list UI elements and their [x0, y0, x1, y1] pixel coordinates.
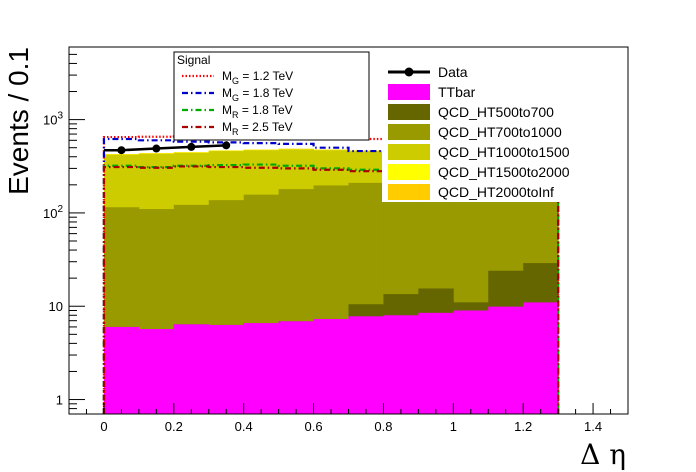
signal-legend-label-3: MR = 2.5 TeV: [222, 120, 293, 137]
x-tick-label: 1: [450, 419, 457, 434]
y-tick-label: 10: [49, 299, 63, 314]
x-axis: 0 0.2 0.4 0.6 0.8 1 1.2 1.4: [68, 403, 612, 434]
data-point-3: [222, 141, 231, 150]
stack-bar-0-9: [418, 312, 454, 414]
stack-bar-0-1: [138, 329, 175, 414]
signal-legend-label-0: MG = 1.2 TeV: [222, 69, 293, 86]
x-tick-label: 0.6: [305, 419, 323, 434]
data-points: [103, 141, 231, 155]
legend-label-3: QCD_HT700to1000: [438, 124, 562, 140]
legend-swatch-6: [388, 184, 430, 200]
y-tick-label: 103: [43, 111, 63, 128]
y-axis: 1 10 102 103: [43, 46, 85, 415]
data-point-2: [187, 142, 196, 151]
legend-swatch-3: [388, 124, 430, 140]
data-line: [121, 144, 227, 152]
x-tick-label: 0.8: [374, 419, 392, 434]
signal-legend-label-2: MR = 1.8 TeV: [222, 103, 293, 120]
stack-bar-0-10: [453, 310, 489, 414]
signal-legend-box: [173, 51, 370, 141]
legend-label-4: QCD_HT1000to1500: [438, 144, 570, 160]
legend-swatch-4: [388, 144, 430, 160]
stack-bar-0-12: [523, 302, 559, 414]
legend-label-5: QCD_HT1500to2000: [438, 164, 570, 180]
background-legend: Data TTbar QCD_HT500to700 QCD_HT700to1000 QC…: [382, 60, 597, 202]
legend-swatch-2: [388, 104, 430, 120]
legend-swatch-5: [388, 164, 430, 180]
legend-label-2: QCD_HT500to700: [438, 104, 554, 120]
stack-bar-0-11: [488, 306, 524, 414]
stack-bar-0-2: [173, 324, 210, 414]
signal-legend-label-1: MG = 1.8 TeV: [222, 86, 293, 103]
x-axis-label: Δ η: [580, 438, 626, 471]
x-tick-label: 0.4: [235, 419, 253, 434]
stack-bar-0-3: [208, 324, 245, 414]
data-point-0: [117, 146, 126, 155]
signal-legend-title: Signal: [177, 53, 210, 67]
stack-bar-0-7: [348, 316, 384, 414]
legend-label-0: Data: [438, 64, 468, 80]
y-tick-label: 1: [56, 393, 63, 408]
stack-bar-0-5: [278, 321, 314, 414]
stack-bar-0-6: [313, 318, 349, 414]
legend-label-6: QCD_HT2000toInf: [438, 184, 554, 200]
legend-label-1: TTbar: [438, 84, 476, 100]
y-axis-label: Events / 0.1: [3, 47, 34, 195]
stack-bar-0-0: [103, 326, 140, 414]
x-tick-label: 1.2: [514, 419, 532, 434]
legend-swatch-1: [388, 84, 430, 100]
stacked-histogram: [103, 148, 559, 415]
legend-data-marker: [404, 67, 414, 77]
data-point-1: [152, 144, 161, 153]
y-tick-label: 102: [43, 204, 63, 221]
x-tick-label: 0: [100, 419, 107, 434]
stack-bar-0-8: [383, 315, 419, 414]
x-tick-label: 0.2: [165, 419, 183, 434]
stack-bar-0-4: [243, 323, 280, 414]
x-tick-label: 1.4: [584, 419, 602, 434]
